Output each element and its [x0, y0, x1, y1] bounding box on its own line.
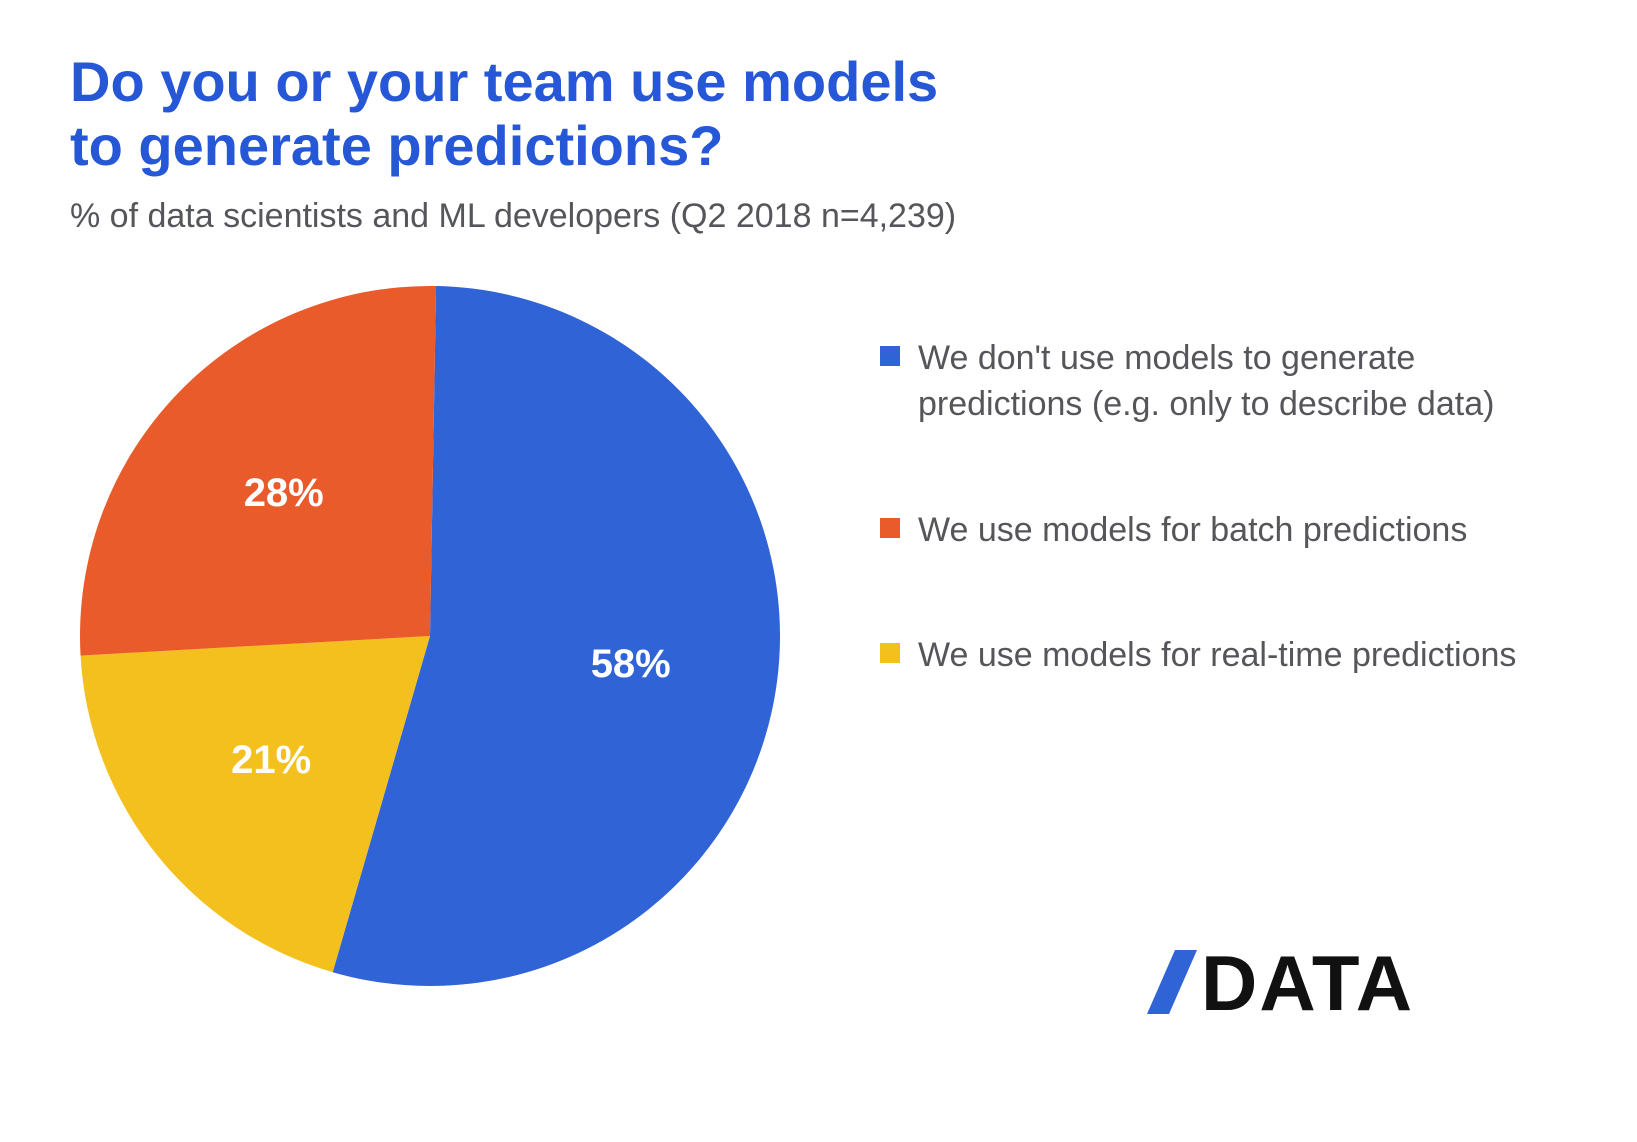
- chart-subtitle: % of data scientists and ML developers (…: [70, 197, 1567, 236]
- legend-label-2: We use models for real-time predictions: [918, 633, 1516, 679]
- legend-item-0: We don't use models to generate predicti…: [880, 336, 1520, 428]
- brand-wordmark: DATA: [1201, 942, 1414, 1022]
- pie-slice-label-blue: 58%: [591, 642, 671, 686]
- pie-slice-label-yellow: 21%: [231, 738, 311, 782]
- legend-item-1: We use models for batch predictions: [880, 508, 1520, 554]
- legend-item-2: We use models for real-time predictions: [880, 633, 1520, 679]
- legend-swatch-0: [880, 346, 900, 366]
- brand-slash-icon: [1147, 950, 1197, 1014]
- chart-title: Do you or your team use models to genera…: [70, 50, 1567, 179]
- pie-slice-label-orange: 28%: [244, 471, 324, 515]
- legend-swatch-1: [880, 518, 900, 538]
- brand-logo: DATA: [1147, 942, 1487, 1022]
- legend: We don't use models to generate predicti…: [880, 276, 1520, 680]
- chart-title-line1: Do you or your team use models: [70, 50, 938, 113]
- content-row: 58% 21% 28% We don't use models to generat…: [70, 276, 1567, 996]
- chart-title-line2: to generate predictions?: [70, 114, 723, 177]
- page: Do you or your team use models to genera…: [0, 0, 1637, 1142]
- legend-swatch-2: [880, 643, 900, 663]
- legend-label-1: We use models for batch predictions: [918, 508, 1467, 554]
- pie-chart-svg: 58% 21% 28%: [70, 276, 790, 996]
- pie-chart: 58% 21% 28%: [70, 276, 790, 996]
- legend-label-0: We don't use models to generate predicti…: [918, 336, 1520, 428]
